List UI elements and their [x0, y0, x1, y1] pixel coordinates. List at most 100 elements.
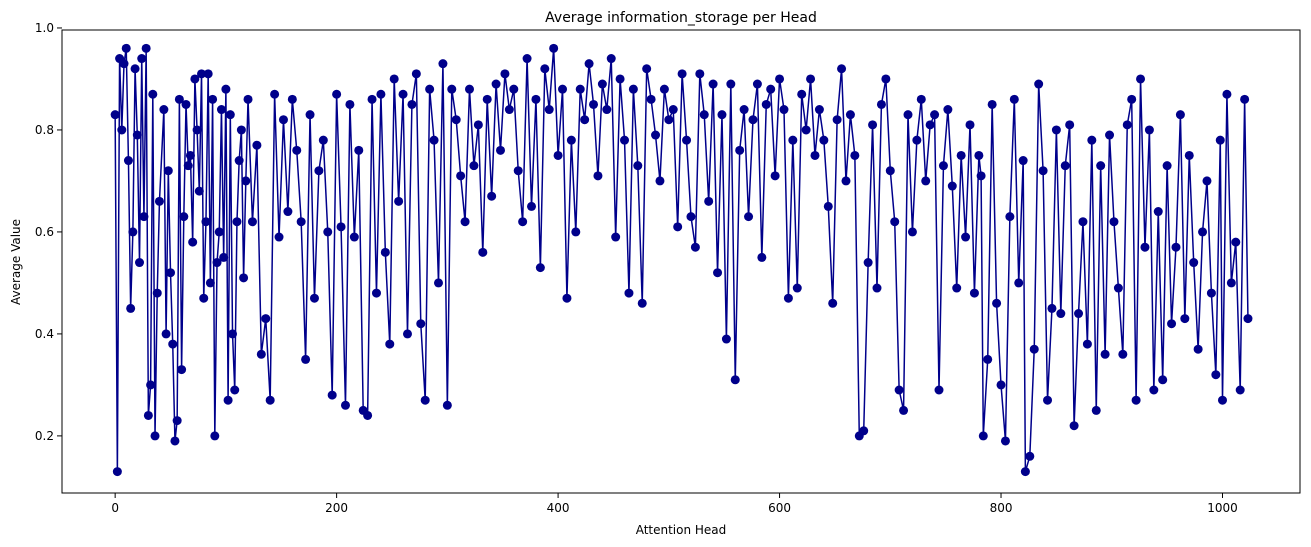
data-point	[1034, 79, 1044, 89]
data-point	[152, 288, 162, 298]
data-point	[1198, 227, 1208, 237]
data-point	[416, 319, 426, 329]
data-point	[221, 84, 231, 94]
data-point	[522, 54, 532, 64]
data-point	[223, 395, 233, 405]
data-point	[447, 84, 457, 94]
data-point	[739, 105, 749, 115]
data-point	[247, 217, 257, 227]
y-tick-label: 0.8	[35, 123, 54, 137]
data-point	[473, 120, 483, 130]
data-point	[159, 105, 169, 115]
data-point	[1184, 150, 1194, 160]
data-point	[916, 94, 926, 104]
data-point	[938, 161, 948, 171]
data-point	[1231, 237, 1241, 247]
y-tick-label: 1.0	[35, 21, 54, 35]
data-point	[188, 237, 198, 247]
data-point	[340, 400, 350, 410]
data-point	[314, 166, 324, 176]
data-point	[788, 135, 798, 145]
chart-title: Average information_storage per Head	[545, 10, 817, 26]
data-point	[287, 94, 297, 104]
data-point	[1025, 451, 1035, 461]
data-point	[969, 288, 979, 298]
data-point	[132, 130, 142, 140]
data-point	[704, 196, 714, 206]
data-point	[500, 69, 510, 79]
data-point	[589, 99, 599, 109]
data-point	[571, 227, 581, 237]
data-point	[580, 115, 590, 125]
x-tick-label: 1000	[1207, 501, 1238, 515]
data-point	[837, 64, 847, 74]
data-point	[1018, 156, 1028, 166]
data-point	[775, 74, 785, 84]
data-point	[677, 69, 687, 79]
data-point	[819, 135, 829, 145]
data-point	[438, 59, 448, 69]
data-point	[137, 54, 147, 64]
data-point	[380, 247, 390, 257]
data-point	[1158, 375, 1168, 385]
data-point	[899, 405, 909, 415]
data-point	[841, 176, 851, 186]
data-point	[1118, 349, 1128, 359]
data-point	[907, 227, 917, 237]
data-point	[225, 110, 235, 120]
data-point	[673, 222, 683, 232]
data-point	[890, 217, 900, 227]
data-point	[1211, 370, 1221, 380]
data-point	[983, 354, 993, 364]
data-point	[407, 99, 417, 109]
data-point	[208, 94, 218, 104]
data-point	[1140, 242, 1150, 252]
data-point	[487, 191, 497, 201]
data-point	[292, 145, 302, 155]
data-point	[513, 166, 523, 176]
data-point	[1038, 166, 1048, 176]
data-point	[174, 94, 184, 104]
data-point	[721, 334, 731, 344]
data-point	[1206, 288, 1216, 298]
x-axis-label: Attention Head	[636, 523, 727, 537]
data-point	[456, 171, 466, 181]
data-point	[863, 258, 873, 268]
data-point	[1217, 395, 1227, 405]
data-point	[903, 110, 913, 120]
data-point	[730, 375, 740, 385]
data-point	[766, 84, 776, 94]
data-point	[518, 217, 528, 227]
data-point	[442, 400, 452, 410]
data-point	[491, 79, 501, 89]
y-axis: 0.2 0.4 0.6 0.8 1.0	[35, 21, 62, 443]
y-tick-label: 0.2	[35, 429, 54, 443]
data-point	[628, 84, 638, 94]
data-point	[1105, 130, 1115, 140]
data-point	[1078, 217, 1088, 227]
data-point	[465, 84, 474, 94]
data-point	[1047, 303, 1057, 313]
data-point	[708, 79, 718, 89]
data-point	[146, 380, 156, 390]
data-point	[810, 150, 820, 160]
data-point	[1000, 436, 1010, 446]
data-point	[602, 105, 612, 115]
data-point	[1131, 395, 1141, 405]
data-point	[163, 166, 173, 176]
data-point	[212, 258, 222, 268]
data-point	[757, 252, 767, 262]
data-point	[1113, 283, 1123, 293]
data-point	[1215, 135, 1225, 145]
data-point	[527, 201, 537, 211]
data-point	[823, 201, 833, 211]
x-tick-label: 800	[990, 501, 1013, 515]
data-point	[553, 150, 563, 160]
data-point	[256, 349, 266, 359]
data-point	[367, 94, 377, 104]
x-tick-label: 600	[768, 501, 791, 515]
data-point	[1144, 125, 1154, 135]
y-axis-label: Average Value	[9, 219, 23, 305]
data-point	[168, 339, 178, 349]
data-point	[956, 150, 966, 160]
